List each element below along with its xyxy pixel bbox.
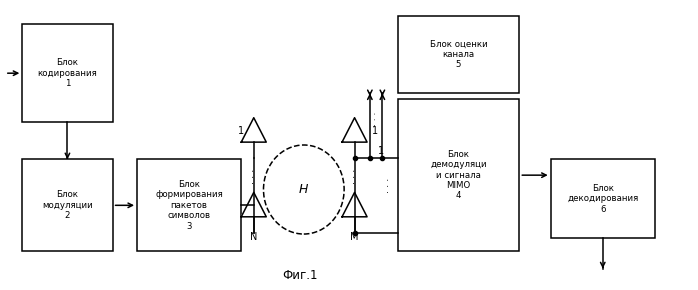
Polygon shape — [242, 118, 266, 142]
Text: · · ·: · · · — [350, 169, 359, 184]
Text: Блок
декодирования
6: Блок декодирования 6 — [567, 184, 639, 214]
Text: · · ·: · · · — [248, 169, 259, 184]
Text: 1: 1 — [372, 126, 378, 136]
Text: Фиг.1: Фиг.1 — [283, 269, 318, 282]
Bar — [137, 160, 242, 251]
Text: M: M — [350, 233, 359, 242]
Ellipse shape — [263, 145, 344, 234]
Text: Блок
формирования
пакетов
символов
3: Блок формирования пакетов символов 3 — [155, 180, 223, 231]
Text: Блок
демодуляци
и сигнала
MIMO
4: Блок демодуляци и сигнала MIMO 4 — [430, 150, 487, 200]
Text: H: H — [299, 183, 309, 196]
Text: N: N — [250, 233, 258, 242]
Text: 1: 1 — [378, 146, 385, 156]
Text: 1: 1 — [237, 126, 244, 136]
Bar — [22, 24, 112, 122]
Bar — [551, 160, 655, 238]
Bar — [398, 99, 519, 251]
Bar — [398, 16, 519, 93]
Text: · · ·: · · · — [371, 112, 380, 126]
Polygon shape — [342, 118, 367, 142]
Text: Блок оценки
канала
5: Блок оценки канала 5 — [430, 40, 487, 69]
Text: Блок
кодирования
1: Блок кодирования 1 — [38, 58, 97, 88]
Polygon shape — [342, 192, 367, 217]
Polygon shape — [242, 192, 266, 217]
Bar — [22, 160, 112, 251]
Text: · · ·: · · · — [384, 177, 394, 193]
Text: Блок
модуляции
2: Блок модуляции 2 — [42, 191, 93, 220]
